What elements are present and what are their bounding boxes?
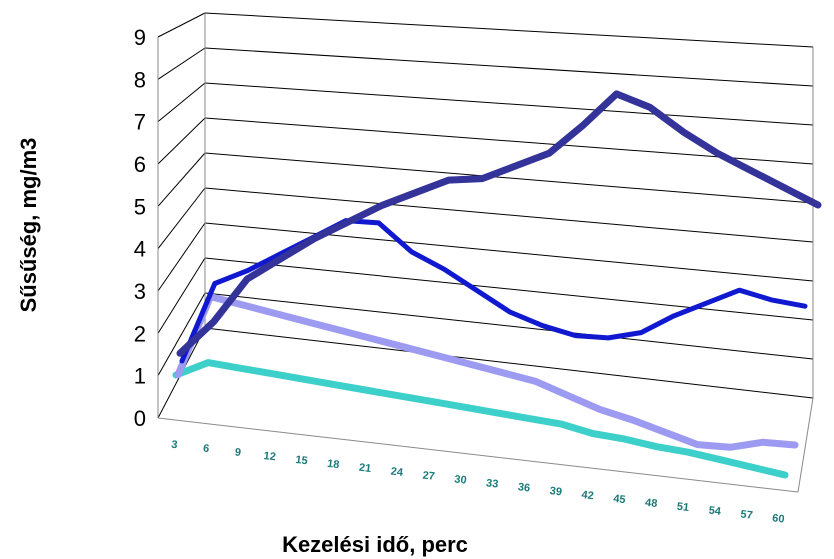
y-tick-label: 9: [134, 25, 146, 50]
grid-layer: [157, 12, 814, 493]
y-tick-label: 2: [134, 321, 146, 346]
y-tick-label: 8: [134, 67, 146, 92]
x-tick-label: 21: [358, 462, 372, 475]
side-gridline: [157, 292, 206, 376]
back-gridline: [204, 82, 814, 126]
side-gridline: [157, 257, 206, 334]
x-tick-label: 30: [454, 473, 468, 486]
back-gridline: [204, 117, 814, 165]
series-line-2: [174, 293, 799, 451]
series-layer: [172, 90, 822, 479]
back-gridline: [204, 152, 814, 204]
floor-front-edge: [157, 417, 799, 493]
back-gridline: [204, 257, 814, 321]
back-gridline: [204, 12, 814, 48]
x-tick-label: 24: [390, 466, 404, 479]
x-tick-label: 60: [772, 512, 786, 525]
back-gridline: [204, 292, 814, 360]
x-tick-label: 36: [517, 481, 531, 494]
x-tick-label: 33: [485, 477, 499, 490]
back-gridline: [204, 222, 814, 282]
x-tick-label: 18: [327, 458, 341, 471]
x-tick-labels: 3 6 9 12 15 18 21 24 27 30 33 36 39 42 45 48 51 54 57 60: [171, 439, 786, 526]
y-tick-labels: 0 1 2 3 4 5 6 7 8 9: [134, 25, 146, 431]
side-gridline: [157, 12, 206, 38]
x-tick-label: 45: [613, 493, 627, 506]
x-tick-label: 39: [549, 485, 563, 498]
y-tick-label: 1: [134, 364, 146, 389]
x-tick-label: 12: [263, 450, 277, 463]
x-axis-title: Kezelési idő, perc: [282, 532, 468, 557]
x-tick-label: 42: [581, 489, 595, 502]
back-gridline: [204, 47, 814, 87]
y-tick-label: 5: [134, 194, 146, 219]
floor-right-edge: [797, 397, 814, 493]
x-tick-label: 57: [740, 508, 754, 521]
x-tick-label: 3: [171, 439, 178, 452]
series-line-1: [172, 359, 789, 479]
x-tick-label: 27: [422, 470, 436, 483]
y-tick-label: 7: [134, 110, 146, 135]
x-tick-label: 54: [708, 505, 722, 518]
x-tick-label: 9: [234, 446, 241, 459]
back-gridline: [204, 187, 814, 243]
y-tick-label: 0: [134, 406, 146, 431]
y-axis-title: Sűsűség, mg/m3: [16, 138, 41, 313]
side-gridline: [157, 222, 206, 292]
side-gridline: [157, 47, 206, 80]
series-line-4: [176, 90, 822, 357]
back-gridline: [204, 327, 814, 399]
x-tick-label: 6: [202, 443, 209, 456]
x-tick-label: 48: [644, 497, 658, 510]
y-tick-label: 4: [134, 237, 146, 262]
series-line-3: [179, 218, 808, 364]
side-gridline: [157, 82, 206, 123]
side-gridline: [157, 152, 206, 207]
y-tick-label: 3: [134, 279, 146, 304]
y-tick-label: 6: [134, 152, 146, 177]
side-gridline: [157, 117, 206, 165]
side-gridline: [157, 187, 206, 249]
x-tick-label: 51: [676, 501, 690, 514]
x-tick-label: 15: [295, 454, 309, 467]
